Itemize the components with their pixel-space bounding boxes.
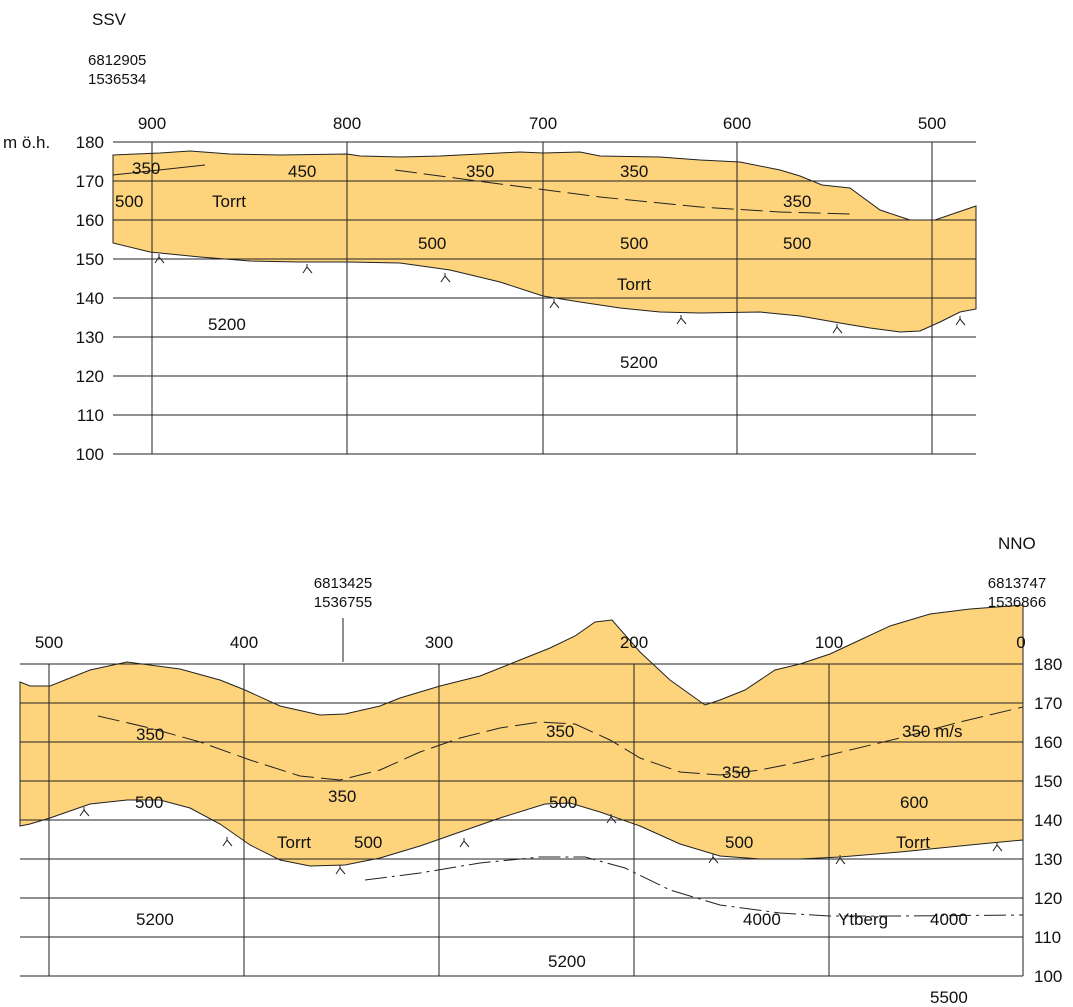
- velocity-label: Torrt: [617, 275, 651, 294]
- velocity-label: 350: [328, 787, 356, 806]
- top-elevation-tick: 150: [76, 250, 104, 269]
- top-elevation-tick: 110: [77, 406, 104, 425]
- bottom-elevation-tick: 130: [1034, 850, 1062, 869]
- bottom-profile: NNO 6813425 1536755 6813747 1536866 500 …: [19, 534, 1062, 1007]
- top-elevation-tick: 130: [76, 328, 104, 347]
- top-interface-line-dashed: [394, 169, 851, 215]
- top-direction-label: SSV: [92, 10, 127, 29]
- bottom-elevation-tick: 180: [1034, 655, 1062, 674]
- bottom-elevation-tick: 170: [1034, 694, 1062, 713]
- velocity-label: 500: [725, 833, 753, 852]
- top-profile-grid: [113, 141, 976, 455]
- velocity-label: 350 m/s: [902, 722, 962, 741]
- velocity-label: 500: [783, 234, 811, 253]
- top-velocity-labels: 350 450 350 350 500 Torrt 350 500 500 50…: [115, 159, 811, 372]
- bottom-end-coord-east: 1536866: [988, 594, 1046, 611]
- top-interface-line-left: [112, 164, 206, 176]
- top-elevation-axis: m ö.h. 180 170 160 150 140 130 120 110 1…: [3, 133, 104, 464]
- velocity-label: 5200: [208, 315, 246, 334]
- velocity-label: 500: [115, 192, 143, 211]
- velocity-label: 350: [136, 725, 164, 744]
- velocity-label: 600: [900, 793, 928, 812]
- bottom-profile-layer: [19, 604, 1024, 867]
- velocity-label: 4000: [743, 910, 781, 929]
- bottom-elevation-tick: 100: [1034, 967, 1062, 986]
- top-distance-tick: 700: [529, 114, 557, 133]
- bottom-ytberg-line: [364, 856, 1024, 917]
- bottom-geophone-marks: [79, 807, 1003, 875]
- bottom-direction-label: NNO: [998, 534, 1036, 553]
- velocity-label: 350: [722, 763, 750, 782]
- top-coord-east: 1536534: [88, 71, 146, 88]
- velocity-label: 5200: [548, 952, 586, 971]
- velocity-label: Torrt: [896, 833, 930, 852]
- bottom-elevation-tick: 120: [1034, 889, 1062, 908]
- bottom-velocity-labels: 350 350 350 m/s 350 350 500 500 600 Torr…: [135, 722, 968, 1007]
- bottom-distance-tick: 100: [815, 633, 843, 652]
- bottom-end-coord-north: 6813747: [988, 575, 1046, 592]
- velocity-label: 350: [783, 192, 811, 211]
- bottom-elevation-axis: 180 170 160 150 140 130 120 110 100: [1034, 655, 1062, 986]
- velocity-label: 350: [546, 722, 574, 741]
- velocity-label: 4000: [930, 910, 968, 929]
- top-geophone-marks: [154, 254, 966, 334]
- velocity-label: Ytberg: [838, 910, 888, 929]
- velocity-label: Torrt: [212, 192, 246, 211]
- velocity-label: 350: [620, 162, 648, 181]
- velocity-label: 5200: [620, 353, 658, 372]
- top-distance-tick: 600: [723, 114, 751, 133]
- bottom-distance-axis: 500 400 300 200 100 0: [35, 633, 1026, 652]
- bottom-distance-tick: 200: [620, 633, 648, 652]
- top-distance-tick: 800: [333, 114, 361, 133]
- bottom-elevation-tick: 150: [1034, 772, 1062, 791]
- bottom-distance-tick: 400: [230, 633, 258, 652]
- velocity-label: 5500: [930, 988, 968, 1007]
- bottom-distance-tick: 0: [1016, 633, 1025, 652]
- velocity-label: 350: [466, 162, 494, 181]
- velocity-label: 500: [549, 793, 577, 812]
- top-elevation-tick: 120: [76, 367, 104, 386]
- velocity-label: Torrt: [277, 833, 311, 852]
- velocity-label: 500: [135, 793, 163, 812]
- velocity-label: 5200: [136, 910, 174, 929]
- bottom-mid-coord-north: 6813425: [314, 575, 372, 592]
- velocity-label: 500: [354, 833, 382, 852]
- bottom-distance-tick: 500: [35, 633, 63, 652]
- velocity-label: 500: [418, 234, 446, 253]
- bottom-profile-grid: [20, 618, 1024, 977]
- bottom-elevation-tick: 140: [1034, 811, 1062, 830]
- top-profile-layer: [112, 150, 977, 333]
- top-profile: SSV 6812905 1536534 900 800 700 600 500 …: [3, 10, 977, 464]
- bottom-interface-line-dashed: [97, 706, 1024, 781]
- top-elevation-tick: 170: [76, 172, 104, 191]
- top-coord-north: 6812905: [88, 52, 146, 69]
- top-elevation-tick: 140: [76, 289, 104, 308]
- bottom-elevation-tick: 160: [1034, 733, 1062, 752]
- top-distance-tick: 500: [918, 114, 946, 133]
- bottom-distance-tick: 300: [425, 633, 453, 652]
- velocity-label: 450: [288, 162, 316, 181]
- top-axis-unit: m ö.h.: [3, 133, 50, 152]
- velocity-label: 500: [620, 234, 648, 253]
- velocity-label: 350: [132, 159, 160, 178]
- top-distance-axis: 900 800 700 600 500: [138, 114, 946, 133]
- top-elevation-tick: 160: [76, 211, 104, 230]
- top-elevation-tick: 180: [76, 133, 104, 152]
- bottom-elevation-tick: 110: [1034, 928, 1061, 947]
- top-elevation-tick: 100: [76, 445, 104, 464]
- bottom-mid-coord-east: 1536755: [314, 594, 372, 611]
- top-distance-tick: 900: [138, 114, 166, 133]
